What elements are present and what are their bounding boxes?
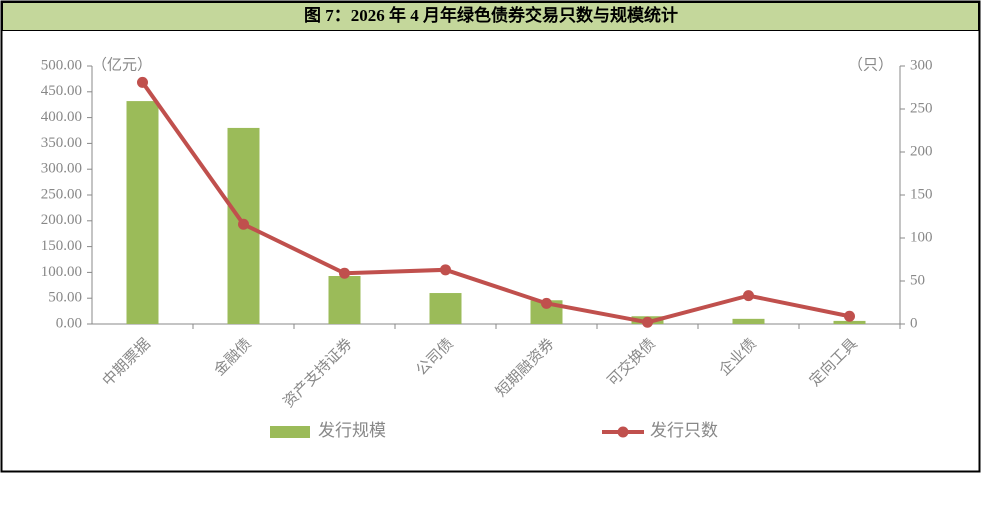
point	[743, 290, 754, 302]
point	[642, 316, 653, 328]
frame	[0, 0, 981, 473]
y2-tick-label: 300	[910, 57, 933, 73]
y-tick-label: 300.00	[41, 161, 82, 177]
y-tick-label: 400.00	[41, 109, 82, 125]
y2-tick-label: 50	[910, 272, 925, 288]
title-bar	[2, 2, 979, 31]
y2-tick-label: 250	[910, 100, 933, 116]
point	[440, 264, 451, 276]
bar	[328, 276, 361, 324]
y2-tick-label: 0	[910, 315, 918, 331]
y-axis-label: （亿元）	[92, 56, 152, 73]
y-tick-label: 500.00	[41, 57, 82, 73]
legend-swatch	[270, 426, 310, 438]
y2-tick-label: 100	[910, 229, 933, 245]
bar	[429, 293, 462, 324]
legend-label: 发行规模	[318, 421, 386, 440]
legend-marker	[617, 426, 629, 438]
point	[137, 76, 148, 88]
bar	[126, 101, 159, 324]
y2-axis-label: （只）	[848, 56, 893, 73]
y2-tick-label: 150	[910, 186, 933, 202]
bar	[732, 318, 765, 324]
point	[339, 267, 350, 279]
y-tick-label: 150.00	[41, 238, 82, 254]
line	[140, 81, 850, 325]
point	[541, 297, 552, 309]
y-tick-label: 350.00	[41, 135, 82, 151]
legend-label: 发行只数	[650, 421, 718, 440]
y-tick-label: 50.00	[48, 290, 82, 306]
y-tick-label: 100.00	[41, 264, 82, 280]
point	[238, 218, 249, 230]
chart-title: 图 7：2026 年 4 月年绿色债券交易只数与规模统计	[304, 5, 678, 25]
y-tick-label: 0.00	[56, 315, 82, 331]
y2-tick-label: 200	[910, 143, 933, 159]
y-tick-label: 200.00	[41, 212, 82, 228]
y-tick-label: 250.00	[41, 186, 82, 202]
y-tick-label: 450.00	[41, 83, 82, 99]
bar	[833, 320, 866, 324]
point	[844, 310, 855, 322]
